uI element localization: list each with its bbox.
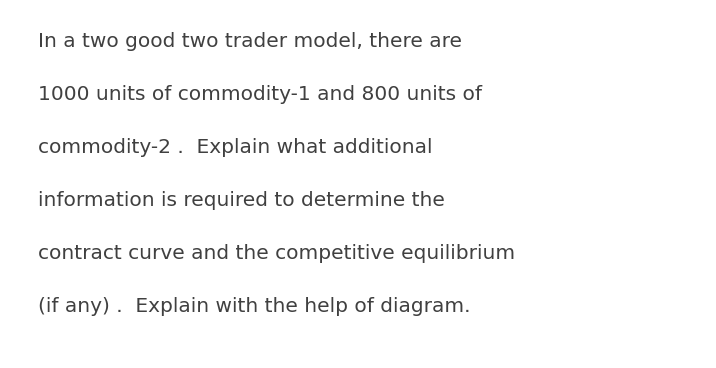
Text: commodity-2 .  Explain what additional: commodity-2 . Explain what additional xyxy=(38,138,432,157)
Text: information is required to determine the: information is required to determine the xyxy=(38,191,445,210)
Text: 1000 units of commodity-1 and 800 units of: 1000 units of commodity-1 and 800 units … xyxy=(38,85,482,104)
Text: contract curve and the competitive equilibrium: contract curve and the competitive equil… xyxy=(38,244,515,263)
Text: (if any) .  Explain with the help of diagram.: (if any) . Explain with the help of diag… xyxy=(38,297,470,316)
Text: In a two good two trader model, there are: In a two good two trader model, there ar… xyxy=(38,32,462,51)
